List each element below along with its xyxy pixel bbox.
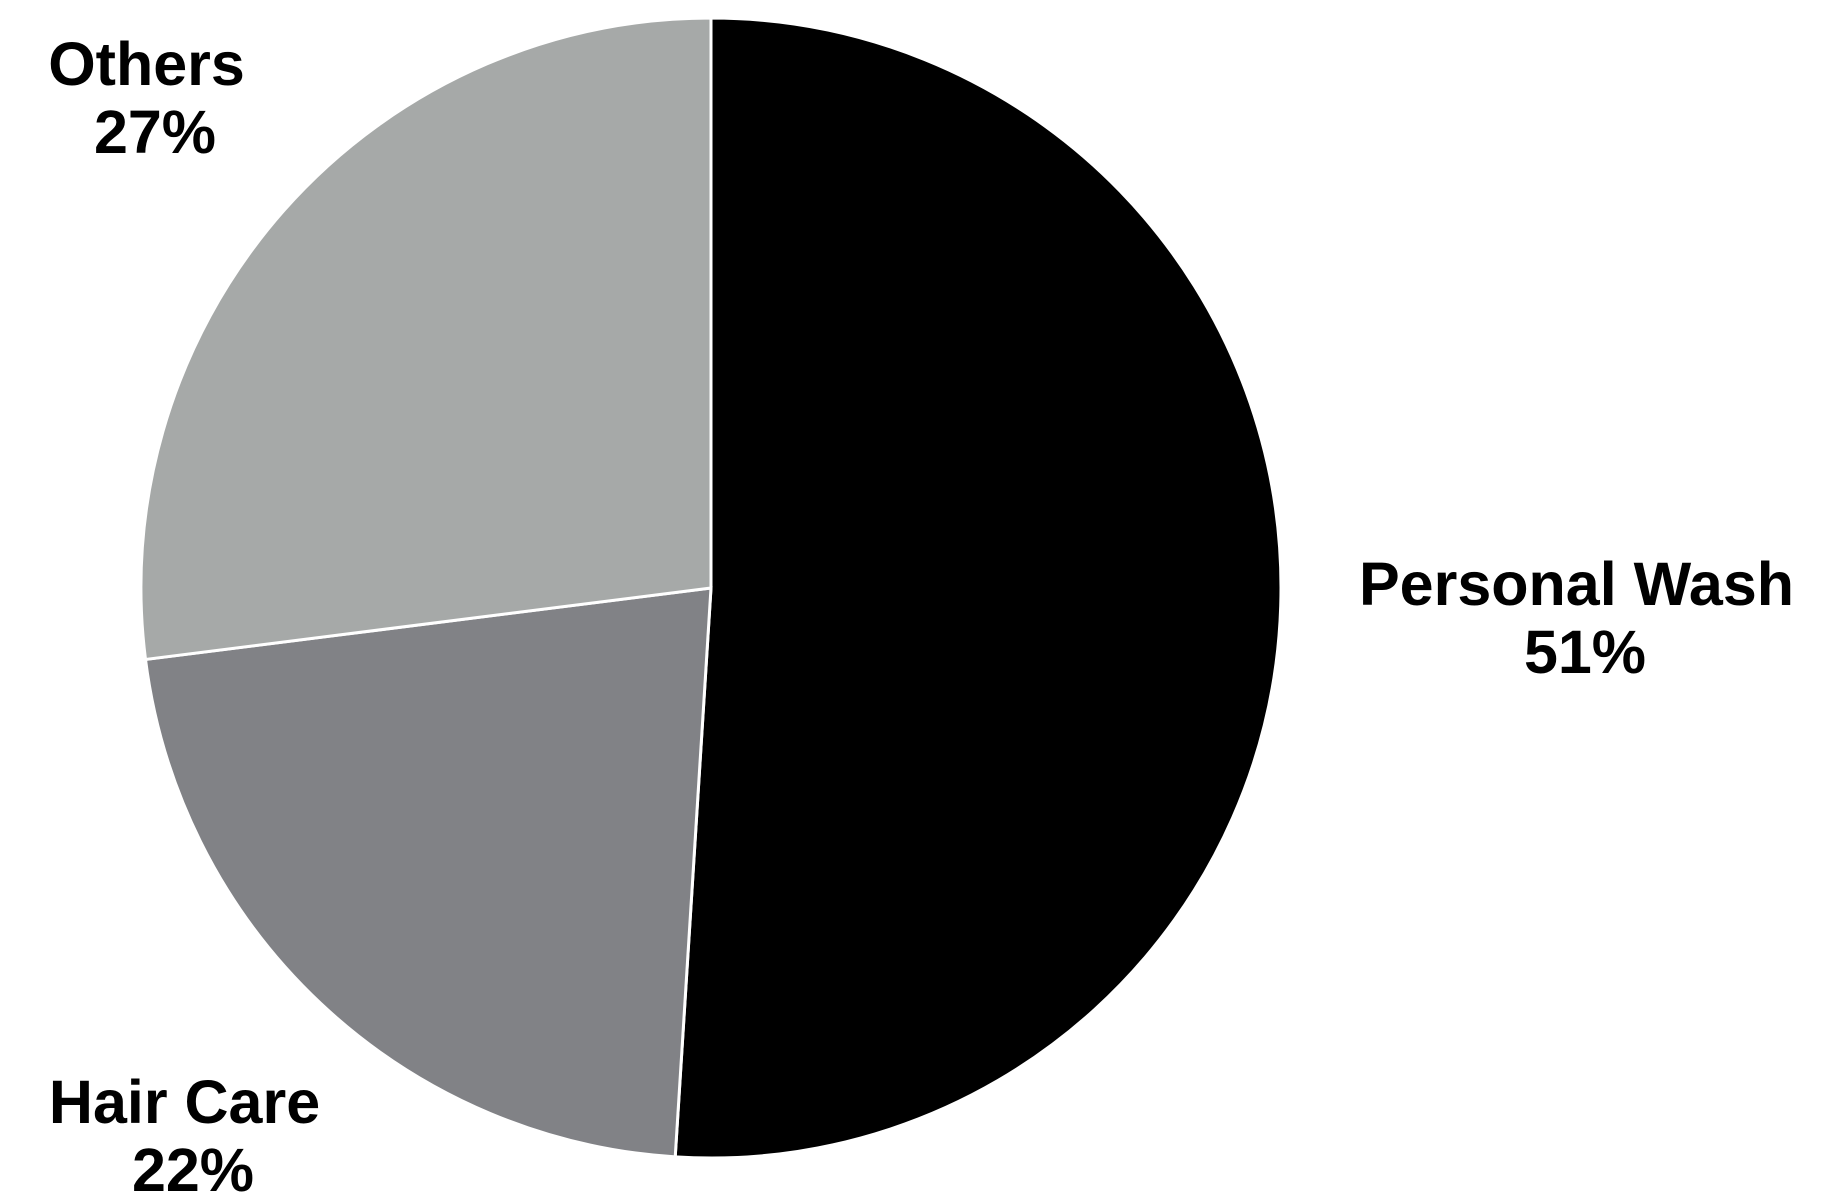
slice-percent-hair-care: 22% — [132, 1136, 254, 1198]
slice-name-hair-care: Hair Care — [49, 1068, 320, 1136]
slice-label-personal-wash: Personal Wash 51% — [1359, 550, 1811, 686]
pie-slice-others — [139, 16, 713, 662]
pie-labels: Personal Wash 51% Hair Care 22% Others 2… — [48, 30, 1811, 1198]
slice-label-others: Others 27% — [48, 30, 262, 166]
pie-slice-hair-care — [143, 586, 713, 1159]
pie-slice-personal-wash — [673, 16, 1283, 1160]
slice-name-others: Others — [48, 30, 245, 98]
slice-name-personal-wash: Personal Wash — [1359, 550, 1794, 618]
slice-percent-personal-wash: 51% — [1524, 618, 1646, 686]
pie-slices — [139, 16, 1283, 1160]
slice-percent-others: 27% — [94, 98, 216, 166]
slice-label-hair-care: Hair Care 22% — [49, 1068, 337, 1198]
